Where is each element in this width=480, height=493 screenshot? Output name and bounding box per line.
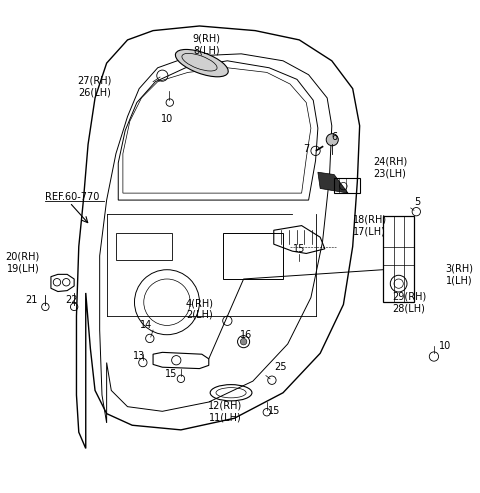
Circle shape [240,338,247,345]
Text: 21: 21 [25,295,37,305]
Text: 13: 13 [133,351,145,360]
Text: 27(RH)
26(LH): 27(RH) 26(LH) [77,75,111,97]
Text: 22: 22 [66,295,78,305]
Text: 3(RH)
1(LH): 3(RH) 1(LH) [445,264,474,285]
Text: 20(RH)
19(LH): 20(RH) 19(LH) [5,252,39,274]
Text: 9(RH)
8(LH): 9(RH) 8(LH) [192,34,220,55]
Text: 10: 10 [161,114,173,124]
Ellipse shape [175,49,228,77]
Text: 4(RH)
2(LH): 4(RH) 2(LH) [185,298,214,320]
Circle shape [326,134,338,146]
Text: 6: 6 [331,133,337,142]
Text: 15: 15 [293,244,305,254]
Text: 15: 15 [267,406,280,416]
Text: 5: 5 [415,197,421,208]
Text: 7: 7 [303,144,310,154]
Text: 29(RH)
28(LH): 29(RH) 28(LH) [392,291,426,313]
Text: 18(RH)
17(LH): 18(RH) 17(LH) [353,215,387,237]
Text: 15: 15 [166,369,178,379]
Polygon shape [318,172,348,193]
Text: 24(RH)
23(LH): 24(RH) 23(LH) [373,157,408,178]
Text: 14: 14 [140,320,152,330]
Text: 25: 25 [275,362,287,372]
Text: 10: 10 [439,341,452,352]
Text: 12(RH)
11(LH): 12(RH) 11(LH) [208,400,242,422]
Text: 16: 16 [240,330,252,340]
Text: REF.60-770: REF.60-770 [45,192,100,202]
